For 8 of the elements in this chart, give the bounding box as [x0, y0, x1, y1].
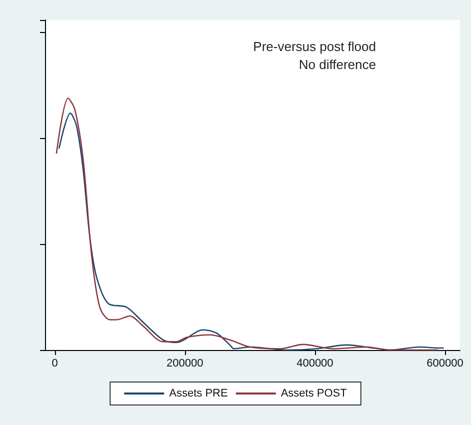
x-tick-label: 0	[52, 358, 58, 370]
x-tick-label: 600000	[426, 358, 464, 370]
legend-label: Assets PRE	[169, 388, 228, 400]
x-tick-label: 200000	[166, 358, 204, 370]
x-tick-label: 400000	[296, 358, 334, 370]
text: Pre-versus post flood	[253, 39, 376, 54]
legend-label: Assets POST	[280, 388, 348, 400]
text: No difference	[298, 57, 376, 72]
